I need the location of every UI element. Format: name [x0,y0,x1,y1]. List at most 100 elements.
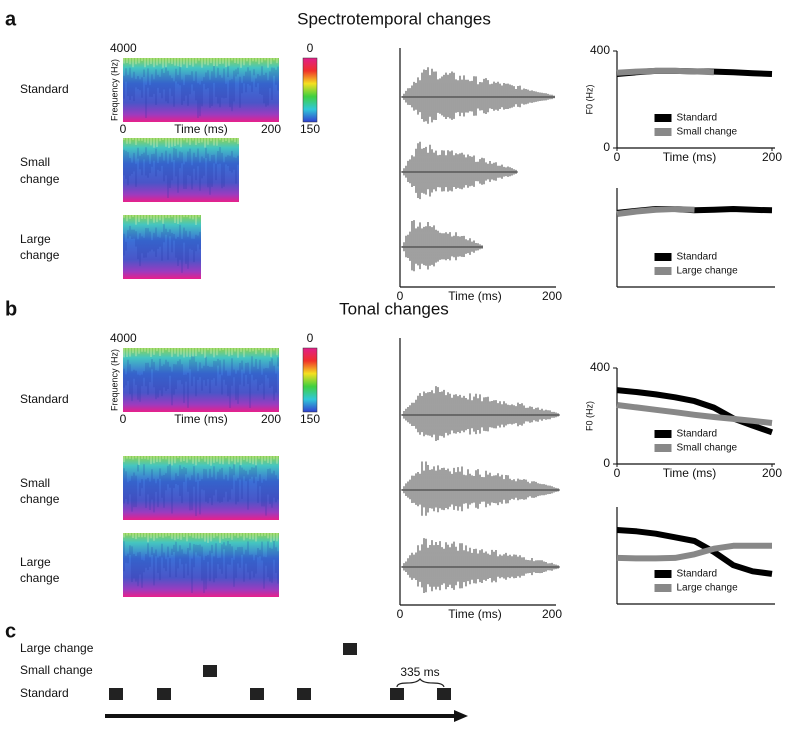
waveform-x-label: Time (ms) [448,289,502,303]
spectrogram [123,348,279,412]
legend-label: Small change [677,443,738,454]
x-axis-label: Time (ms) [663,466,717,480]
legend-label: Large change [677,266,739,277]
waveform [401,538,560,593]
legend-label: Large change [677,583,739,594]
waveform-axis-label: 200 [542,289,562,303]
spectrogram-x-label: Time (ms) [174,122,228,136]
panel-label: a [5,8,17,30]
row-label: change [20,492,60,506]
spectrogram-axis-label: 200 [261,122,281,136]
colorbar [302,57,318,123]
legend-swatch [654,570,672,578]
panel-label: c [5,620,16,642]
waveform [401,386,560,441]
colorbar-label: 0 [307,41,314,55]
f0-line [616,527,773,577]
legend-swatch [654,128,672,136]
waveform-axis-label: 0 [397,607,404,621]
row-label: Small change [20,663,93,677]
x-axis-label: Time (ms) [663,150,717,164]
stimulus-block [297,688,311,700]
stimulus-block [203,665,217,677]
x-tick-label: 0 [614,150,621,164]
legend-label: Standard [677,429,718,440]
spectrogram-texture [123,456,278,466]
spectrogram-texture [123,348,278,358]
timeline [105,643,468,722]
spectrogram [123,456,279,520]
spectrogram [123,215,201,279]
row-label: change [20,172,60,186]
colorbar [302,347,318,413]
spectrogram-axis-label: 4000 [110,331,137,345]
spectrogram-axis-label: 0 [120,122,127,136]
arrow-head [454,710,468,722]
stimulus-block [157,688,171,700]
spectrogram-x-label: Time (ms) [174,412,228,426]
y-axis-label: F0 (Hz) [584,401,594,431]
legend-swatch [654,267,672,275]
legend-label: Standard [677,569,718,580]
row-label: Standard [20,686,69,700]
spectrogram-texture [123,356,279,408]
colorbar-label: 0 [307,331,314,345]
waveform [401,220,483,272]
row-label: Standard [20,82,69,96]
legend-swatch [654,584,672,592]
y-tick-label: 400 [590,43,610,57]
row-label: Small [20,476,50,490]
stimulus-block [343,643,357,655]
row-label: Large change [20,641,94,655]
f0-line [616,206,695,217]
panel-label: b [5,298,17,320]
panel-title: Tonal changes [339,299,449,318]
spectrogram-texture [123,215,200,225]
row-label: Large [20,232,51,246]
y-tick-label: 400 [590,360,610,374]
legend-swatch [654,444,672,452]
y-tick-label: 0 [603,140,610,154]
x-tick-label: 200 [762,150,782,164]
spectrogram-axis-label: 0 [120,412,127,426]
spectrogram-axis-label: 4000 [110,41,137,55]
stimulus-block [390,688,404,700]
waveform [401,141,518,200]
spectrogram-texture [123,58,278,68]
row-label: change [20,248,60,262]
waveform-axis-label: 0 [397,289,404,303]
y-axis-label: F0 (Hz) [584,85,594,115]
legend-label: Standard [677,252,718,263]
f0-line [616,542,772,562]
interval-brace [396,678,445,688]
row-label: change [20,571,60,585]
stimulus-block [437,688,451,700]
f0-line [616,67,715,76]
stimulus-block [250,688,264,700]
row-label: Small [20,155,50,169]
colorbar-label: 150 [300,412,320,426]
legend-label: Standard [677,113,718,124]
waveform-axis-label: 200 [542,607,562,621]
panel-title: Spectrotemporal changes [297,9,491,28]
spectrogram-texture [123,66,279,118]
interval-label: 335 ms [400,665,439,679]
legend-swatch [654,430,672,438]
spectrogram-y-label: Frequency (Hz) [109,59,119,121]
spectrogram-texture [123,224,201,273]
x-tick-label: 200 [762,466,782,480]
legend-swatch [654,253,672,261]
spectrogram-texture [123,541,279,593]
stimulus-block [109,688,123,700]
row-label: Large [20,555,51,569]
spectrogram-y-label: Frequency (Hz) [109,349,119,411]
row-label: Standard [20,392,69,406]
legend-label: Small change [677,127,738,138]
waveform [401,67,555,124]
spectrogram [123,138,239,202]
x-tick-label: 0 [614,466,621,480]
spectrogram [123,533,279,597]
spectrogram-texture [123,533,278,543]
spectrogram-texture [123,464,279,516]
